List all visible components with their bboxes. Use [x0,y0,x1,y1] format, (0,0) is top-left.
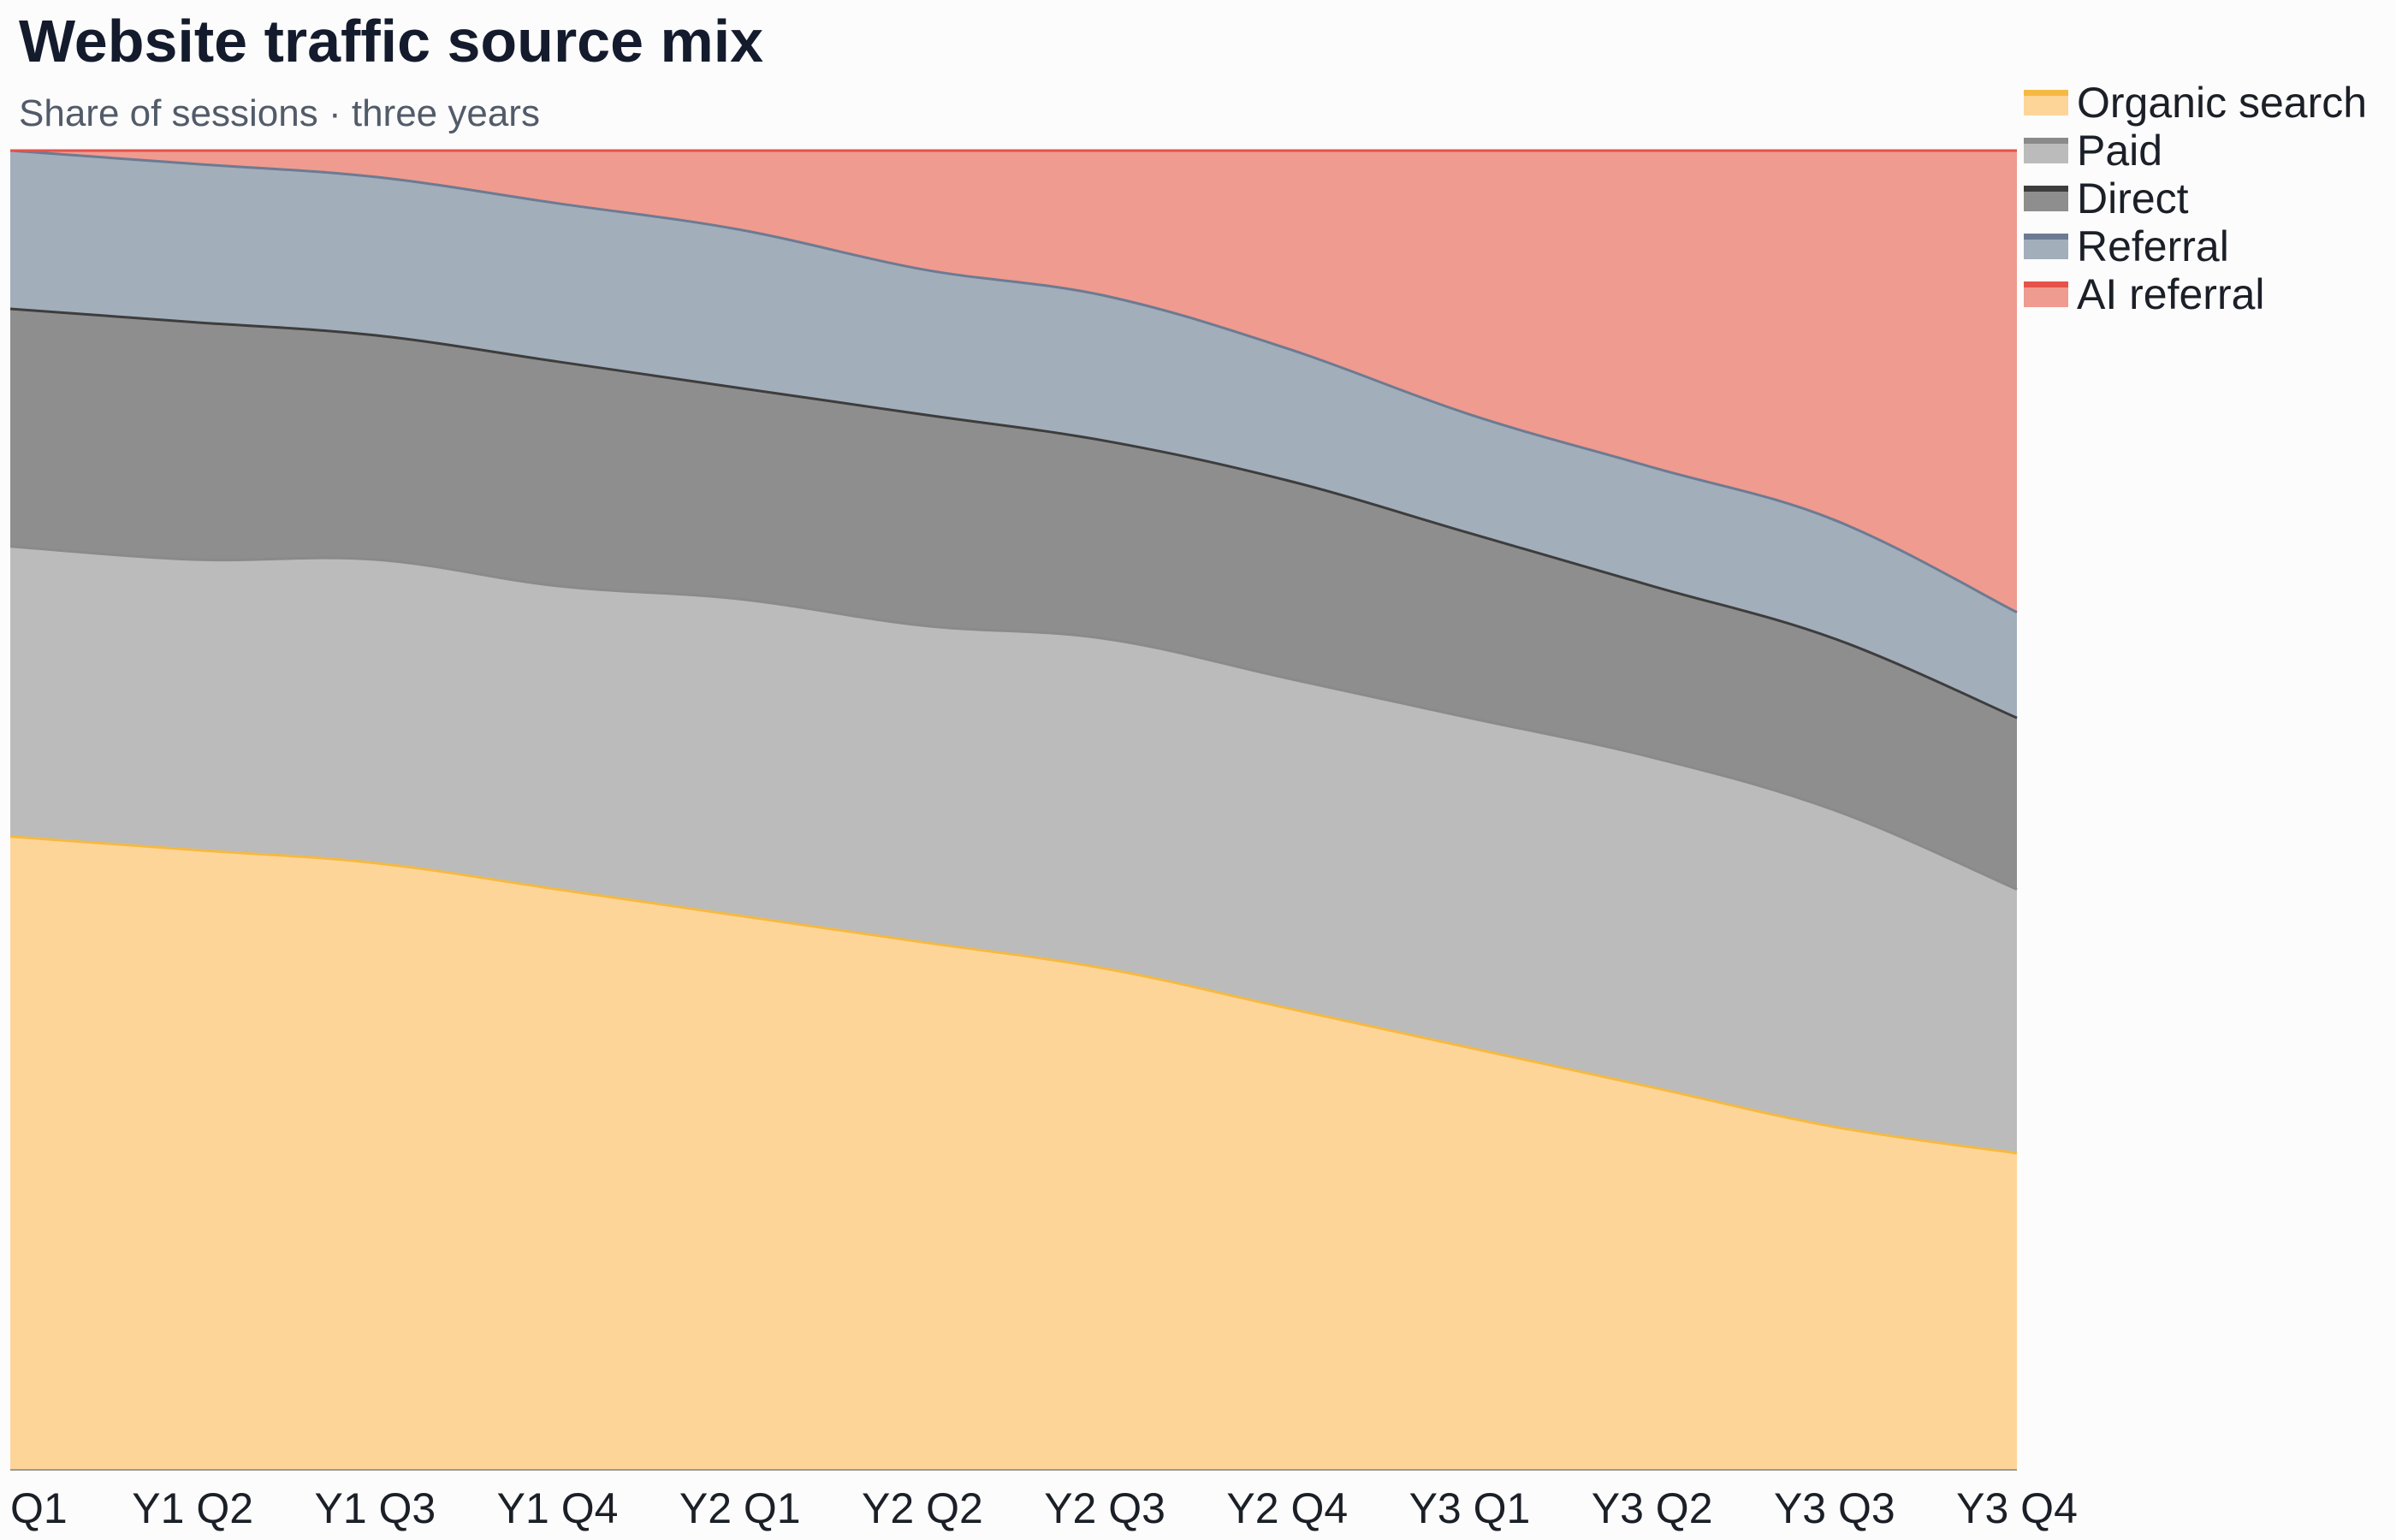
x-tick-label: Y1 Q2 [132,1484,253,1532]
area-direct [10,309,2017,890]
area-organic-search [10,836,2017,1470]
legend-label: Direct [2077,175,2189,222]
x-tick-label: Y2 Q1 [679,1484,801,1532]
series-areas [9,149,2018,1470]
legend-swatch [2024,281,2068,307]
x-tick-label: Y2 Q3 [1044,1484,1165,1532]
line-direct [9,307,2018,720]
chart-title: Website traffic source mix [19,8,764,74]
area-paid [10,546,2017,1153]
x-tick-label: Y3 Q1 [1409,1484,1531,1532]
legend-label: Paid [2077,127,2163,175]
x-tick-label: Y3 Q4 [1956,1484,2078,1532]
legend: Organic search Paid Direct Referral AI refer… [2024,79,2367,318]
legend-swatch [2024,90,2068,116]
legend-label: AI referral [2077,270,2265,318]
legend-swatch [2024,186,2068,211]
legend-swatch [2024,138,2068,163]
legend-item-ai-referral: AI referral [2024,270,2367,318]
x-tick-label: Y1 Q4 [497,1484,619,1532]
legend-item-direct: Direct [2024,175,2367,222]
area-referral [10,151,2017,719]
legend-item-organic-search: Organic search [2024,79,2367,127]
x-tick-label: Y3 Q3 [1774,1484,1895,1532]
x-tick-label: Y2 Q4 [1226,1484,1348,1532]
x-axis: Q1 Y1 Q2 Y1 Q3 Y1 Q4 Y2 Q1 Y2 Q2 Y2 Q3 Y2 Q4 Y3 … [10,1469,2078,1532]
legend-swatch [2024,234,2068,259]
legend-label: Referral [2077,222,2229,270]
chart-subtitle: Share of sessions · three years [19,92,540,134]
line-organic-search [9,835,2018,1155]
line-referral [9,149,2018,614]
legend-item-referral: Referral [2024,222,2367,270]
x-tick-label: Q1 [10,1484,68,1532]
x-tick-label: Y3 Q2 [1592,1484,1713,1532]
legend-item-paid: Paid [2024,127,2367,175]
area-ai-referral [10,151,2017,613]
x-tick-label: Y1 Q3 [314,1484,436,1532]
x-tick-label: Y2 Q2 [862,1484,983,1532]
line-paid [9,545,2018,891]
legend-label: Organic search [2077,79,2368,127]
